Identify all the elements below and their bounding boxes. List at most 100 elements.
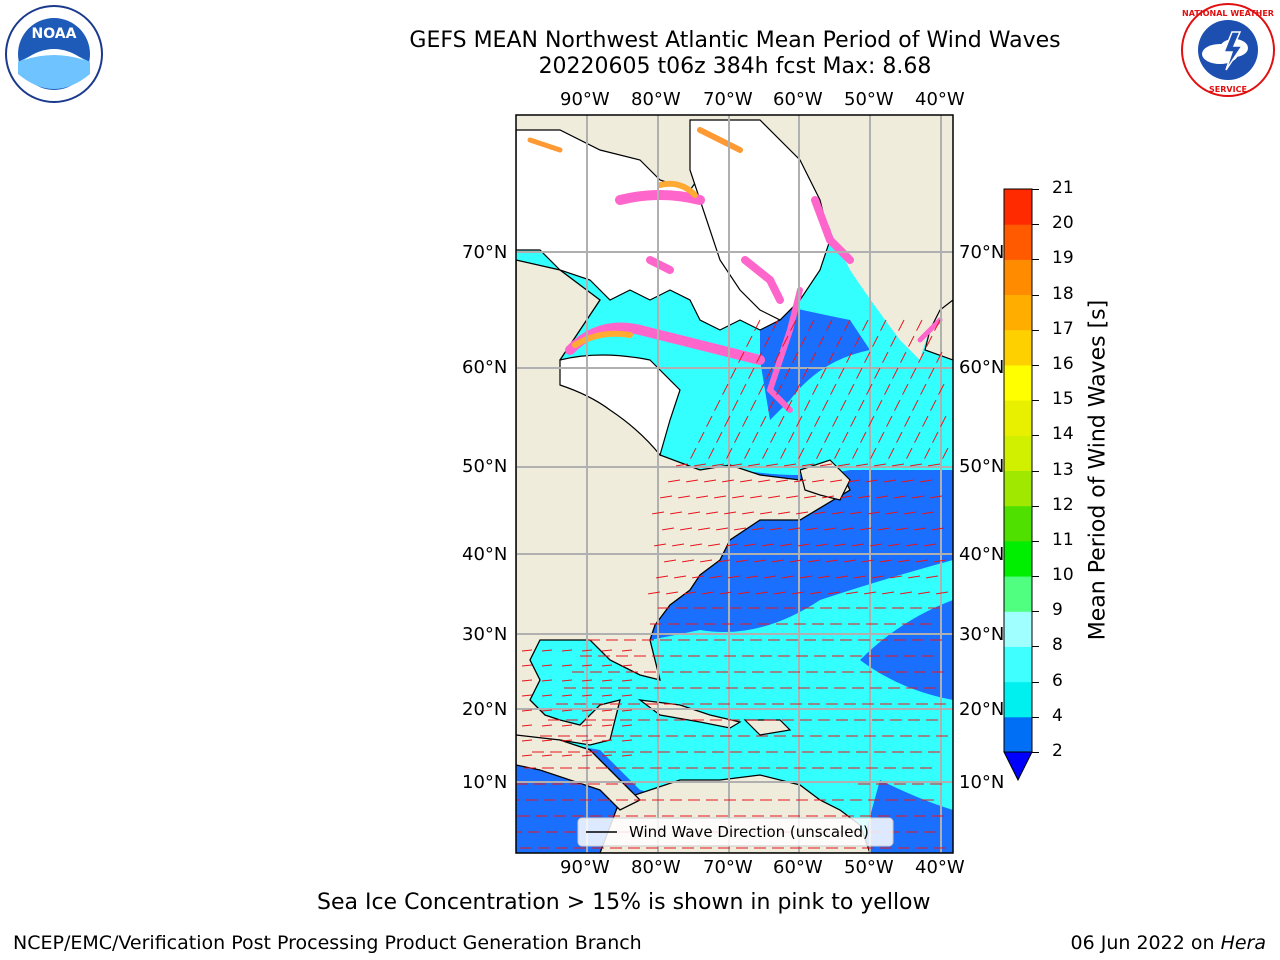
wind-arrow: [860, 527, 873, 531]
colorbar-tick-mark: [1032, 224, 1039, 226]
wind-arrow: [754, 559, 767, 563]
wind-arrow: [918, 591, 931, 595]
wind-arrow: [802, 367, 809, 379]
wind-arrow: [772, 559, 785, 563]
wind-arrow: [738, 591, 751, 595]
lon-label-bottom: 70°W: [703, 857, 753, 878]
wind-arrow: [814, 415, 821, 427]
lat-label-right: 30°N: [959, 624, 1005, 645]
wind-arrow: [670, 511, 683, 515]
wind-arrow: [810, 591, 823, 595]
wind-arrow: [866, 383, 873, 395]
wind-arrow: [742, 511, 755, 515]
colorbar-tick-mark: [1032, 435, 1039, 437]
wind-arrow: [840, 495, 853, 499]
wind-arrow: [601, 649, 613, 652]
colorbar-segment: [1004, 681, 1032, 718]
wind-arrow: [816, 447, 823, 459]
wind-arrow: [820, 463, 833, 467]
wind-arrow: [744, 447, 751, 459]
wind-arrow: [690, 447, 697, 459]
wind-arrow: [824, 527, 837, 531]
wind-arrow: [762, 543, 775, 547]
wind-arrow: [738, 351, 745, 363]
wind-arrow: [541, 694, 553, 697]
wind-arrow: [720, 591, 733, 595]
colorbar-label: Mean Period of Wind Waves [s]: [1085, 299, 1111, 641]
wind-arrow: [898, 319, 905, 331]
wind-arrow: [652, 511, 665, 515]
wind-arrow: [746, 335, 753, 347]
colorbar-segment: [1004, 189, 1032, 225]
wind-arrow: [816, 543, 829, 547]
wind-arrow: [806, 527, 819, 531]
wind-arrow: [932, 431, 939, 443]
legend-label: Wind Wave Direction (unscaled): [629, 823, 869, 841]
wind-arrow: [796, 511, 809, 515]
wind-arrow: [892, 367, 899, 379]
wind-arrow: [896, 431, 903, 443]
wind-arrow: [601, 679, 613, 682]
wind-arrow: [850, 415, 857, 427]
wind-arrow: [621, 754, 633, 757]
colorbar-tick-mark: [1032, 752, 1039, 753]
wind-arrow: [561, 754, 573, 757]
colorbar-segment: [1004, 400, 1032, 436]
wind-arrow: [521, 649, 533, 652]
newfoundland: [799, 459, 851, 501]
wind-arrow: [621, 694, 633, 697]
wind-arrow: [682, 559, 695, 563]
wind-arrow: [852, 543, 865, 547]
lat-label-left: 70°N: [462, 242, 508, 263]
colorbar-segment: [1004, 470, 1032, 507]
lon-label-bottom: 60°W: [773, 857, 823, 878]
wind-arrow: [541, 739, 553, 742]
wind-arrow: [521, 739, 533, 742]
wind-arrow: [722, 479, 735, 483]
wind-arrow: [836, 575, 849, 579]
wind-arrow: [662, 527, 675, 531]
wind-arrow: [912, 495, 925, 499]
wind-arrow: [882, 591, 895, 595]
wind-arrow: [788, 527, 801, 531]
colorbar-segment: [1004, 576, 1032, 612]
wind-arrow: [770, 431, 777, 443]
wind-arrow: [840, 399, 847, 411]
wind-arrow: [860, 431, 867, 443]
wind-arrow: [864, 351, 871, 363]
wind-arrow: [796, 415, 803, 427]
colorbar-tick-mark: [1032, 470, 1039, 472]
wind-arrow: [876, 399, 883, 411]
colorbar-tick-label: 4: [1052, 705, 1063, 726]
wind-arrow: [866, 479, 879, 483]
lat-label-right: 50°N: [959, 456, 1005, 477]
wind-arrow: [724, 511, 737, 515]
wind-arrow: [601, 664, 613, 667]
wind-arrow: [718, 559, 731, 563]
cuba: [637, 699, 742, 729]
colorbar-tick-label: 10: [1052, 565, 1074, 586]
lat-label-left: 40°N: [462, 544, 508, 565]
colorbar-under-arrow: [1003, 751, 1033, 782]
colorbar-tick-label: 8: [1052, 635, 1063, 656]
footer-machine: Hera: [1220, 932, 1266, 954]
wind-arrow: [934, 559, 947, 563]
wind-arrow: [561, 664, 573, 667]
wind-arrow: [798, 447, 805, 459]
wind-arrow: [581, 724, 593, 727]
wind-arrow: [521, 754, 533, 757]
wind-arrow: [776, 383, 783, 395]
colorbar-tick-mark: [1032, 576, 1039, 578]
colorbar-tick-mark: [1032, 364, 1039, 366]
wind-arrow: [874, 463, 887, 467]
lat-label-right: 10°N: [959, 772, 1005, 793]
wind-arrow: [714, 495, 727, 499]
colorbar-segment: [1004, 364, 1032, 401]
wind-arrow: [561, 739, 573, 742]
wind-arrow: [808, 559, 821, 563]
wind-arrow: [842, 527, 855, 531]
wind-arrow: [748, 367, 755, 379]
wind-arrow: [804, 495, 817, 499]
wind-arrow: [856, 367, 863, 379]
wind-arrow: [926, 335, 933, 347]
